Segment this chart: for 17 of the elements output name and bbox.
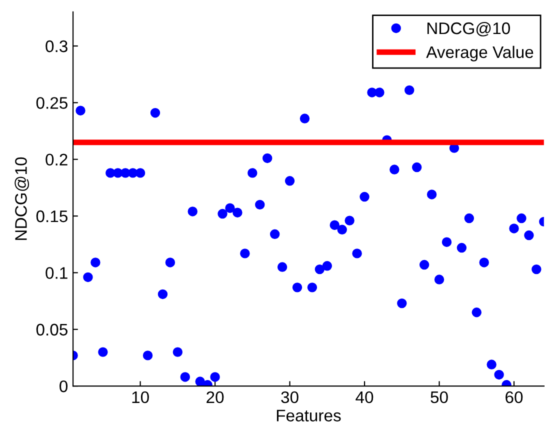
y-axis-title: NDCG@10 xyxy=(14,157,30,240)
x-tick-label: 30 xyxy=(281,391,298,404)
y-tick-label: 0.05 xyxy=(36,324,68,336)
x-tick-label: 20 xyxy=(206,391,224,404)
x-tick-label: 40 xyxy=(356,391,374,404)
y-tick-label: 0.3 xyxy=(46,40,68,52)
legend-label: NDCG@10 xyxy=(427,22,510,36)
x-tick-label: 60 xyxy=(506,391,523,404)
legend-label: Average Value xyxy=(426,46,534,62)
y-tick-label: 0.15 xyxy=(36,210,68,222)
y-tick-label: 0.1 xyxy=(46,267,68,279)
x-axis-title: Features xyxy=(276,410,341,422)
x-tick-label: 10 xyxy=(132,391,149,404)
y-tick-label: 0.2 xyxy=(46,154,68,166)
y-tick-label: 0.25 xyxy=(36,97,68,109)
x-tick-label: 50 xyxy=(430,391,448,404)
y-tick-label: 0 xyxy=(60,380,68,392)
